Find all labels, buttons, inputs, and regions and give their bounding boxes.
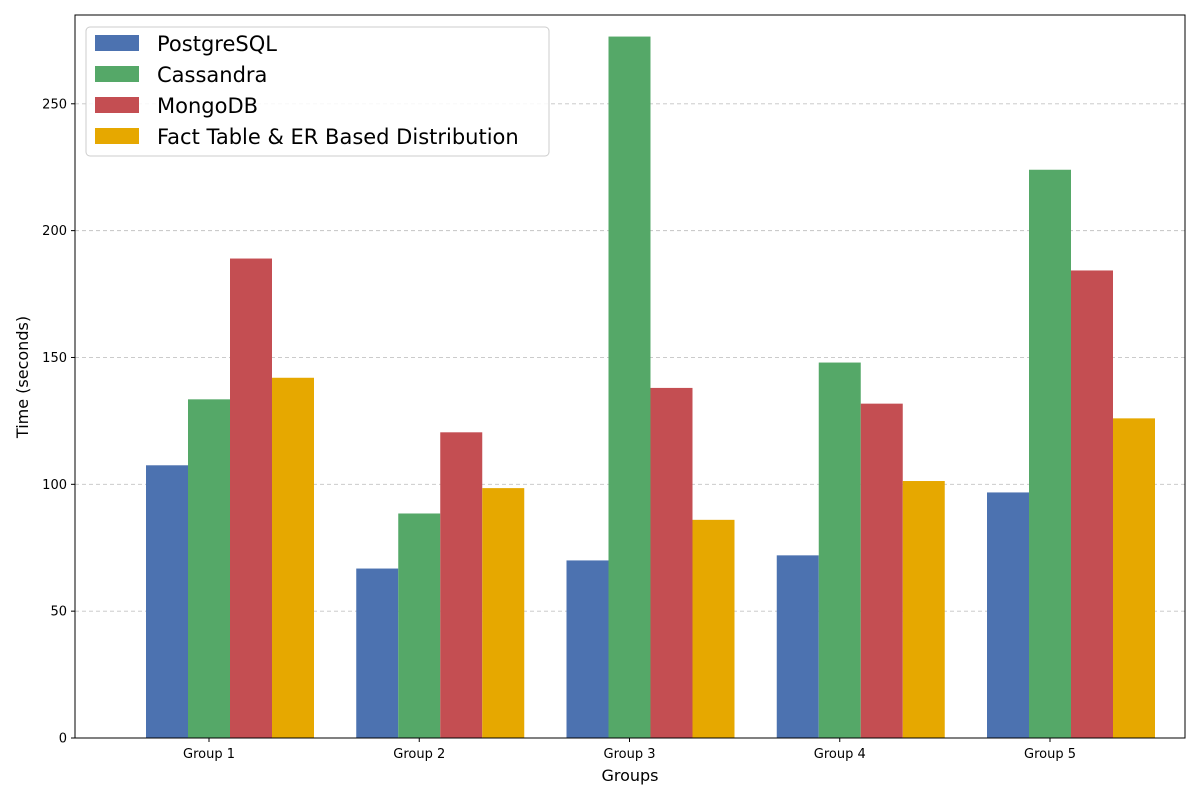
legend-label: Cassandra [157,63,267,87]
legend: PostgreSQL Cassandra MongoDB Fact Table & E… [85,26,550,157]
y-tick-label: 250 [42,97,67,112]
y-tick-label: 100 [42,478,67,493]
bar-fact-table-er-based-distribution-3 [692,519,735,738]
x-axis-title: Groups [601,766,658,785]
x-tick-label: Group 4 [814,747,866,762]
legend-swatch [95,128,139,144]
bar-cassandra-4 [818,362,861,738]
bar-fact-table-er-based-distribution-2 [482,488,525,738]
bar-mongodb-3 [650,387,693,738]
y-axis-title: Time (seconds) [13,316,32,439]
x-tick-label: Group 5 [1024,747,1076,762]
legend-box [85,26,550,157]
legend-label: MongoDB [157,94,258,118]
x-tick-label: Group 3 [604,747,656,762]
bar-mongodb-1 [230,258,272,738]
bar-fact-table-er-based-distribution-1 [272,377,314,738]
bar-cassandra-1 [188,399,230,738]
bar-cassandra-5 [1029,169,1071,738]
x-axis: Group 1 Group 2 Group 3 Group 4 Group 5 [183,738,1076,762]
y-tick-label: 50 [50,605,67,620]
bar-cassandra-3 [608,36,651,738]
bar-postgresql-2 [356,568,399,738]
bar-postgresql-4 [776,555,819,738]
bars [146,36,1155,738]
y-tick-label: 150 [42,351,67,366]
bar-postgresql-1 [146,465,188,738]
bar-postgresql-3 [566,560,609,738]
legend-label: Fact Table & ER Based Distribution [157,125,519,149]
x-tick-label: Group 1 [183,747,235,762]
legend-label: PostgreSQL [157,32,277,56]
y-tick-label: 200 [42,224,67,239]
bar-fact-table-er-based-distribution-5 [1113,418,1155,738]
y-tick-label: 0 [59,732,67,747]
legend-swatch [95,35,139,51]
legend-swatch [95,66,139,82]
bar-cassandra-2 [398,513,441,738]
y-axis: 0 50 100 150 200 250 [42,97,75,747]
bar-mongodb-2 [440,432,483,738]
bar-fact-table-er-based-distribution-4 [902,481,945,738]
bar-mongodb-5 [1071,270,1113,738]
legend-swatch [95,97,139,113]
x-tick-label: Group 2 [393,747,445,762]
bar-postgresql-5 [987,492,1029,738]
bar-mongodb-4 [860,403,903,738]
